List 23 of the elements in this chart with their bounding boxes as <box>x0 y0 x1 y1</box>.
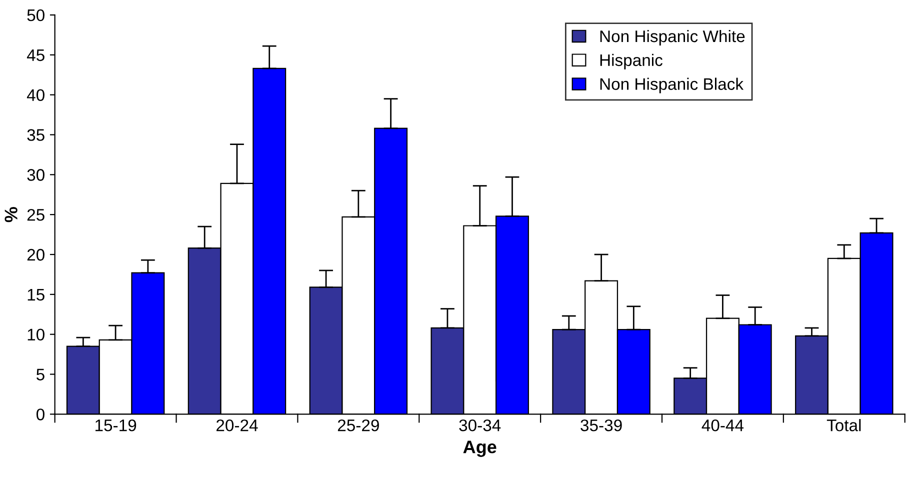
y-tick-label: 45 <box>26 49 44 62</box>
y-tick-label: 40 <box>26 89 44 102</box>
y-axis-title: % <box>4 207 18 222</box>
x-tick-label: 25-29 <box>338 419 379 432</box>
y-tick-label: 10 <box>28 328 44 341</box>
legend-label: Non Hispanic White <box>600 30 745 46</box>
y-tick-label: 0 <box>36 408 44 420</box>
legend-label: Non Hispanic Black <box>600 78 744 94</box>
y-tick-label: 15 <box>28 288 44 301</box>
y-tick-label: 5 <box>36 368 44 380</box>
y-tick-label: 35 <box>27 129 44 141</box>
x-tick-label: 15-19 <box>96 419 136 432</box>
y-tick-label: 20 <box>27 248 44 261</box>
x-tick-label: 40-44 <box>702 419 744 432</box>
y-tick-label: 25 <box>27 208 44 221</box>
x-tick-label: Total <box>826 419 861 432</box>
y-tick-label: 50 <box>27 9 44 22</box>
x-axis-title: Age <box>463 440 496 457</box>
x-tick-label: 20-24 <box>216 419 258 432</box>
legend-label: Hispanic <box>600 54 662 70</box>
x-tick-label: 35-39 <box>580 419 622 432</box>
y-tick-label: 30 <box>27 169 44 181</box>
x-tick-label: 30-34 <box>459 419 501 432</box>
